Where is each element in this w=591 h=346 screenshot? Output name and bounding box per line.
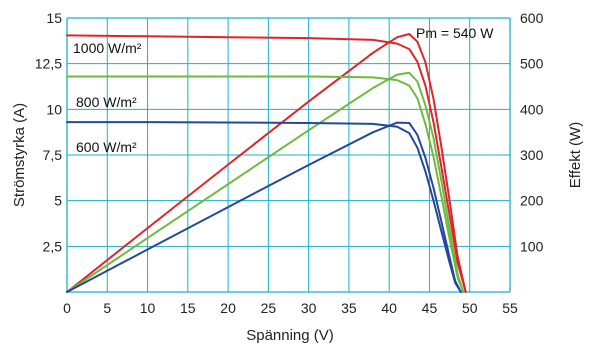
right-y-tick-labels: 100 200 300 400 500 600	[520, 10, 544, 254]
series-current-0	[66, 34, 467, 293]
right-y-tick-label-5: 600	[520, 10, 544, 26]
left-y-tick-labels: 2,5 5 7,5 10 12,5 15	[35, 10, 62, 254]
x-tick-label-9: 45	[422, 300, 438, 316]
plot-frame	[66, 17, 511, 293]
left-y-tick-label-3: 10	[46, 101, 62, 117]
x-tick-label-7: 35	[341, 300, 357, 316]
irradiance-label-1000: 1000 W/m²	[73, 40, 142, 56]
left-y-tick-label-5: 15	[46, 10, 62, 26]
series-power-5	[66, 121, 462, 293]
right-y-tick-label-4: 500	[520, 56, 544, 72]
series-current-2	[66, 75, 465, 293]
right-y-tick-label-1: 200	[520, 193, 544, 209]
x-tick-label-2: 10	[140, 300, 156, 316]
series-power-1	[66, 33, 467, 293]
series-lines	[66, 33, 467, 293]
right-y-tick-label-3: 400	[520, 101, 544, 117]
series-power-3	[66, 71, 465, 293]
x-tick-label-4: 20	[220, 300, 236, 316]
left-y-tick-label-4: 12,5	[35, 56, 62, 72]
right-y-axis-title: Effekt (W)	[567, 122, 584, 188]
series-current-4	[66, 121, 462, 293]
x-tick-label-1: 5	[103, 300, 111, 316]
irradiance-label-800: 800 W/m²	[76, 94, 137, 110]
x-tick-label-8: 40	[381, 300, 397, 316]
x-tick-label-3: 15	[180, 300, 196, 316]
x-tick-label-10: 50	[462, 300, 478, 316]
left-y-axis-title: Strömstyrka (A)	[11, 103, 28, 207]
left-y-tick-label-0: 2,5	[43, 238, 63, 254]
irradiance-label-600: 600 W/m²	[76, 139, 137, 155]
x-tick-labels: 0 5 10 15 20 25 30 35 40 45 50 55	[63, 300, 518, 316]
x-tick-label-11: 55	[502, 300, 518, 316]
x-tick-label-0: 0	[63, 300, 71, 316]
pmax-annotation: Pm = 540 W	[416, 25, 494, 41]
x-axis-title: Spänning (V)	[246, 327, 334, 344]
left-y-tick-label-1: 5	[54, 193, 62, 209]
x-tick-label-6: 30	[301, 300, 317, 316]
right-y-tick-label-0: 100	[520, 238, 544, 254]
right-y-tick-label-2: 300	[520, 147, 544, 163]
x-tick-label-5: 25	[261, 300, 277, 316]
left-y-tick-label-2: 7,5	[43, 147, 63, 163]
